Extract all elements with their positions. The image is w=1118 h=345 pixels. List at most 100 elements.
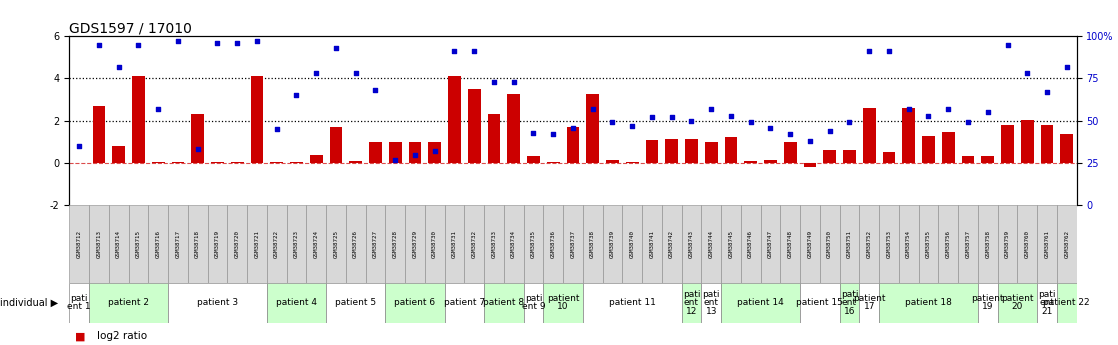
Bar <box>168 283 267 323</box>
Text: GSM38752: GSM38752 <box>866 230 872 258</box>
Text: pati
ent 1: pati ent 1 <box>67 294 91 312</box>
Point <box>287 92 305 98</box>
Text: GSM38733: GSM38733 <box>492 230 496 258</box>
Bar <box>112 146 125 163</box>
Text: GSM38751: GSM38751 <box>847 230 852 258</box>
Bar <box>860 205 879 283</box>
Bar <box>547 162 560 163</box>
Point <box>150 106 168 112</box>
Bar <box>330 127 342 163</box>
Bar <box>978 205 997 283</box>
Bar <box>685 139 698 163</box>
Bar <box>508 94 520 163</box>
Bar <box>760 205 780 283</box>
Bar <box>405 205 425 283</box>
Bar <box>448 76 461 163</box>
Bar <box>701 205 721 283</box>
Bar <box>1057 283 1077 323</box>
Bar <box>366 205 386 283</box>
Text: patient 11: patient 11 <box>609 298 655 307</box>
Text: GSM38714: GSM38714 <box>116 230 121 258</box>
Point <box>228 40 246 46</box>
Text: patient 14: patient 14 <box>737 298 784 307</box>
Bar <box>665 139 679 163</box>
Bar <box>860 283 879 323</box>
Point <box>307 71 325 76</box>
Bar <box>941 132 955 163</box>
Point <box>900 106 918 112</box>
Point <box>939 106 957 112</box>
Text: GSM38734: GSM38734 <box>511 230 517 258</box>
Bar <box>349 161 362 163</box>
Text: log2 ratio: log2 ratio <box>97 332 148 341</box>
Point <box>524 130 542 135</box>
Bar <box>108 205 129 283</box>
Bar <box>582 205 603 283</box>
Text: GSM38749: GSM38749 <box>807 230 813 258</box>
Text: patient 7: patient 7 <box>444 298 485 307</box>
Point <box>347 71 364 76</box>
Text: GSM38750: GSM38750 <box>827 230 832 258</box>
Bar <box>645 140 659 163</box>
Bar <box>543 283 582 323</box>
Bar <box>819 205 840 283</box>
Bar <box>626 162 638 163</box>
Text: GSM38748: GSM38748 <box>788 230 793 258</box>
Text: GSM38725: GSM38725 <box>333 230 339 258</box>
Bar <box>1060 135 1073 163</box>
Point <box>604 120 622 125</box>
Text: GSM38723: GSM38723 <box>294 230 299 258</box>
Bar <box>1001 125 1014 163</box>
Bar <box>386 205 405 283</box>
Bar <box>543 205 563 283</box>
Bar <box>69 205 89 283</box>
Bar <box>467 89 481 163</box>
Bar <box>764 160 777 163</box>
Text: GSM38729: GSM38729 <box>413 230 417 258</box>
Point <box>544 131 562 137</box>
Bar <box>823 150 836 163</box>
Text: GSM38760: GSM38760 <box>1025 230 1030 258</box>
Text: GSM38753: GSM38753 <box>887 230 891 258</box>
Text: GSM38746: GSM38746 <box>748 230 754 258</box>
Point <box>248 39 266 44</box>
Bar <box>902 108 916 163</box>
Point <box>682 118 700 124</box>
Point <box>624 123 642 129</box>
Text: GSM38712: GSM38712 <box>77 230 82 258</box>
Text: GSM38718: GSM38718 <box>196 230 200 258</box>
Text: patient 4: patient 4 <box>276 298 318 307</box>
Bar <box>997 205 1017 283</box>
Bar <box>267 283 326 323</box>
Bar <box>445 205 464 283</box>
Bar <box>152 162 164 163</box>
Text: pati
ent
12: pati ent 12 <box>683 290 700 316</box>
Text: pati
ent
21: pati ent 21 <box>1039 290 1055 316</box>
Text: GSM38715: GSM38715 <box>136 230 141 258</box>
Point <box>643 115 661 120</box>
Bar <box>211 162 224 163</box>
Bar <box>386 283 445 323</box>
Bar <box>745 161 757 163</box>
Bar <box>286 205 306 283</box>
Bar <box>567 127 579 163</box>
Bar <box>843 150 856 163</box>
Point <box>741 120 759 125</box>
Point <box>485 79 503 85</box>
Text: GSM38756: GSM38756 <box>946 230 950 258</box>
Text: GSM38731: GSM38731 <box>452 230 457 258</box>
Point <box>130 42 148 48</box>
Bar <box>682 205 701 283</box>
Text: GSM38736: GSM38736 <box>551 230 556 258</box>
Bar <box>586 94 599 163</box>
Bar <box>800 283 840 323</box>
Bar <box>326 205 345 283</box>
Bar <box>408 142 421 163</box>
Bar <box>1021 120 1034 163</box>
Point <box>465 49 483 54</box>
Point <box>781 131 799 137</box>
Bar <box>306 205 326 283</box>
Bar <box>582 283 682 323</box>
Point <box>505 79 523 85</box>
Text: patient 6: patient 6 <box>395 298 436 307</box>
